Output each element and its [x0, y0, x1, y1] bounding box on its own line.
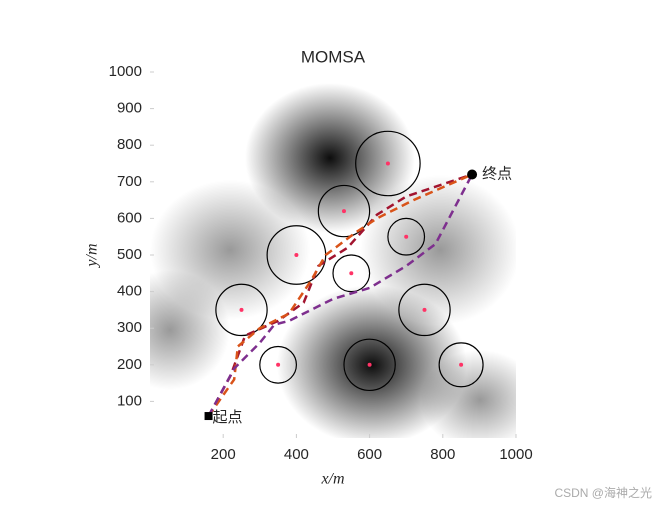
y-tick-label: 200 [117, 356, 142, 373]
obstacle [317, 184, 371, 238]
path-line [207, 173, 473, 417]
obstacle [438, 342, 484, 388]
obstacle [259, 345, 298, 384]
obstacle [215, 283, 268, 337]
obstacle-center [385, 161, 390, 166]
end-label: 终点 [482, 165, 512, 182]
x-tick-label: 600 [357, 446, 382, 463]
obstacle-center [367, 362, 372, 367]
obstacle-center [276, 362, 281, 367]
x-tick-label: 1000 [499, 446, 532, 463]
obstacle-center [404, 234, 409, 239]
chart-title: MOMSA [301, 47, 366, 66]
y-tick-label: 700 [117, 173, 142, 190]
terrain [150, 72, 516, 438]
obstacle [355, 130, 421, 197]
x-tick-label: 800 [430, 446, 455, 463]
y-tick-label: 800 [117, 136, 142, 153]
obstacle [398, 283, 451, 337]
y-tick-label: 1000 [109, 63, 142, 80]
x-tick-label: 400 [284, 446, 309, 463]
start-label: 起点 [213, 409, 243, 426]
start-point [204, 412, 213, 421]
end-point [467, 169, 478, 180]
y-axis-label: y/m [84, 243, 101, 268]
x-tick-label: 200 [211, 446, 236, 463]
y-tick-label: 500 [117, 246, 142, 263]
obstacle [343, 338, 396, 392]
obstacle-center [294, 253, 299, 257]
obstacle [332, 254, 371, 293]
watermark: CSDN @海神之光 [554, 485, 652, 500]
y-tick-label: 100 [117, 392, 142, 409]
obstacle-center [459, 362, 464, 367]
y-tick-label: 300 [117, 319, 142, 336]
obstacle-center [349, 271, 354, 276]
y-tick-label: 900 [117, 100, 142, 117]
obstacle-center [341, 209, 346, 214]
obstacle-center [239, 307, 244, 312]
y-tick-label: 600 [117, 209, 142, 226]
obstacle [387, 217, 426, 256]
x-axis-label: x/m [320, 471, 344, 488]
y-tick-label: 400 [117, 283, 142, 300]
path-line [207, 173, 474, 417]
obstacle-center [422, 307, 427, 312]
